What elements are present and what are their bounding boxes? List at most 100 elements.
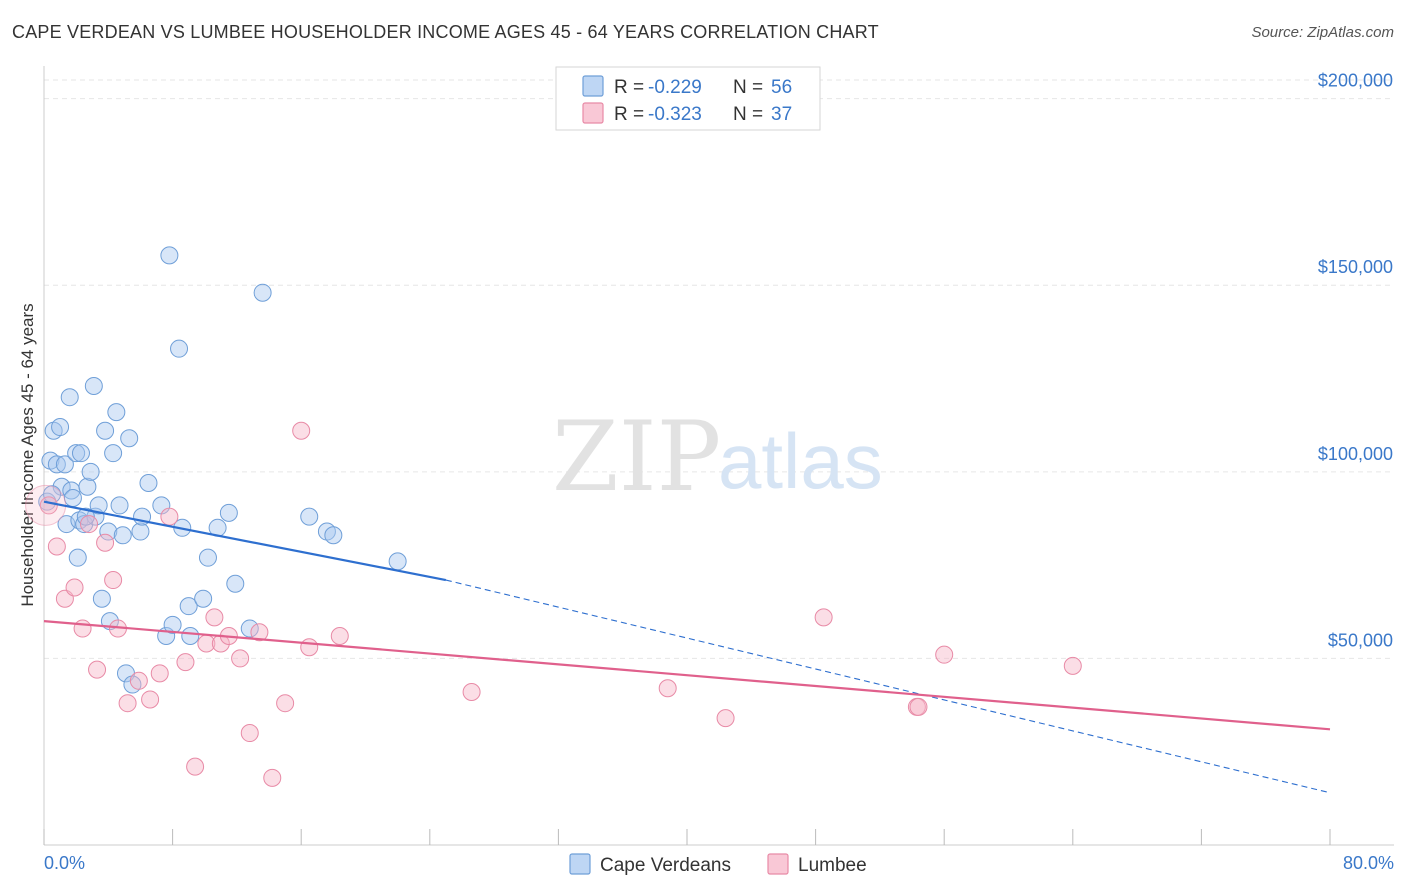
- point-cape-verdeans: [198, 548, 217, 567]
- watermark-zip: ZIP: [552, 401, 721, 513]
- point-cape-verdeans: [107, 403, 126, 422]
- point-lumbee: [716, 709, 735, 728]
- legend-swatch-cape-verdeans: [582, 75, 604, 97]
- gridlines: [44, 79, 1394, 659]
- point-lumbee: [176, 653, 195, 672]
- legend-n-value-2: 37: [771, 104, 792, 125]
- legend-item-cape-verdeans: Cape Verdeans: [600, 855, 731, 876]
- point-lumbee: [205, 608, 224, 627]
- point-cape-verdeans: [99, 522, 118, 541]
- series-lumbee-points: [25, 421, 1082, 787]
- point-lumbee: [658, 679, 677, 698]
- point-lumbee: [462, 683, 481, 701]
- point-lumbee: [73, 619, 92, 638]
- point-lumbee: [300, 638, 319, 657]
- point-cape-verdeans: [120, 429, 139, 448]
- series-cape-verdeans-points: [38, 246, 407, 694]
- point-cape-verdeans: [139, 474, 158, 493]
- trend-line-cape-verdeans-extension: [445, 579, 1331, 794]
- point-cape-verdeans: [55, 455, 74, 474]
- trend-line-lumbee: [43, 620, 1331, 731]
- y-tick-label: $150,000: [1318, 257, 1393, 277]
- point-cape-verdeans: [75, 515, 94, 534]
- point-cape-verdeans: [179, 597, 198, 616]
- point-lumbee: [292, 421, 311, 440]
- point-cape-verdeans: [219, 503, 238, 522]
- legend-n-label-1: N =: [733, 77, 763, 98]
- point-cape-verdeans: [194, 589, 213, 608]
- legend-item-lumbee-swatch: [767, 853, 789, 875]
- point-lumbee: [231, 649, 250, 668]
- legend-swatch-lumbee: [582, 102, 604, 124]
- legend-n-label-2: N =: [733, 104, 763, 125]
- point-lumbee: [104, 571, 123, 590]
- series-legend: Cape Verdeans Lumbee: [569, 853, 867, 876]
- point-cape-verdeans: [181, 627, 200, 646]
- point-cape-verdeans: [104, 444, 123, 463]
- x-tick-label-max: 80.0%: [1343, 853, 1394, 873]
- point-lumbee: [935, 645, 954, 664]
- point-lumbee: [814, 608, 833, 627]
- point-cape-verdeans: [226, 574, 245, 593]
- point-lumbee: [186, 757, 205, 776]
- chart-title: CAPE VERDEAN VS LUMBEE HOUSEHOLDER INCOM…: [12, 22, 879, 42]
- y-axis-label: Householder Income Ages 45 - 64 years: [18, 303, 37, 606]
- y-tick-label: $50,000: [1328, 630, 1393, 650]
- legend-r-value-1: -0.229: [648, 77, 702, 98]
- trend-line-cape-verdeans: [43, 500, 447, 582]
- point-cape-verdeans: [300, 507, 319, 526]
- point-cape-verdeans: [163, 615, 182, 634]
- y-tick-labels: $50,000 $100,000 $150,000 $200,000: [1318, 71, 1393, 651]
- point-cape-verdeans: [89, 496, 108, 515]
- point-lumbee: [276, 694, 295, 713]
- point-lumbee: [118, 694, 137, 713]
- point-lumbee: [263, 768, 282, 787]
- point-cape-verdeans: [240, 619, 259, 638]
- point-lumbee: [80, 515, 99, 534]
- point-cape-verdeans: [324, 526, 343, 545]
- point-cape-verdeans: [63, 488, 82, 507]
- legend-r-label-1: R =: [614, 77, 644, 98]
- point-cape-verdeans: [51, 418, 70, 437]
- legend-item-cape-verdeans-swatch: [569, 853, 591, 875]
- point-cape-verdeans: [81, 462, 100, 481]
- legend-r-value-2: -0.323: [648, 104, 702, 125]
- legend-item-lumbee: Lumbee: [798, 855, 867, 876]
- point-cape-verdeans: [160, 246, 179, 265]
- point-cape-verdeans: [113, 526, 132, 545]
- point-lumbee: [909, 697, 928, 716]
- point-lumbee: [150, 664, 169, 683]
- point-cape-verdeans: [110, 496, 129, 515]
- point-cape-verdeans: [253, 283, 272, 302]
- point-cape-verdeans: [388, 552, 407, 571]
- point-lumbee: [141, 690, 160, 709]
- point-lumbee: [96, 533, 115, 552]
- point-cape-verdeans: [84, 377, 103, 395]
- point-lumbee: [129, 671, 148, 690]
- point-lumbee: [160, 507, 179, 526]
- point-cape-verdeans: [96, 421, 115, 440]
- point-lumbee: [88, 660, 107, 679]
- point-lumbee: [240, 724, 259, 743]
- watermark-atlas: atlas: [718, 417, 883, 505]
- point-lumbee: [330, 627, 349, 646]
- point-lumbee: [1063, 656, 1082, 675]
- legend-r-label-2: R =: [614, 104, 644, 125]
- point-cape-verdeans: [131, 522, 150, 541]
- point-cape-verdeans: [92, 589, 111, 608]
- point-cape-verdeans: [68, 548, 87, 567]
- correlation-legend: R = -0.229 N = 56 R = -0.323 N = 37: [555, 66, 821, 131]
- trend-lines: [43, 500, 1331, 794]
- legend-n-value-1: 56: [771, 77, 792, 98]
- point-lumbee: [47, 537, 66, 556]
- watermark: ZIP atlas: [552, 401, 883, 513]
- point-cape-verdeans: [78, 477, 97, 496]
- x-tick-label-min: 0.0%: [44, 853, 85, 873]
- x-ticks: [43, 829, 1331, 845]
- point-lumbee: [65, 578, 84, 597]
- y-tick-label: $100,000: [1318, 444, 1393, 464]
- y-tick-label: $200,000: [1318, 71, 1393, 91]
- point-cape-verdeans: [71, 444, 90, 463]
- point-lumbee: [250, 623, 269, 642]
- source-label: Source: ZipAtlas.com: [1251, 24, 1394, 41]
